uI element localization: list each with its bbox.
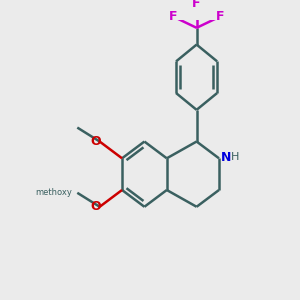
Text: H: H [231, 152, 239, 162]
Text: F: F [192, 0, 201, 10]
Text: F: F [216, 10, 224, 23]
Text: O: O [91, 135, 101, 148]
Text: O: O [91, 200, 101, 213]
Text: N: N [221, 151, 231, 164]
Text: methoxy: methoxy [35, 188, 72, 197]
Text: F: F [169, 10, 178, 23]
